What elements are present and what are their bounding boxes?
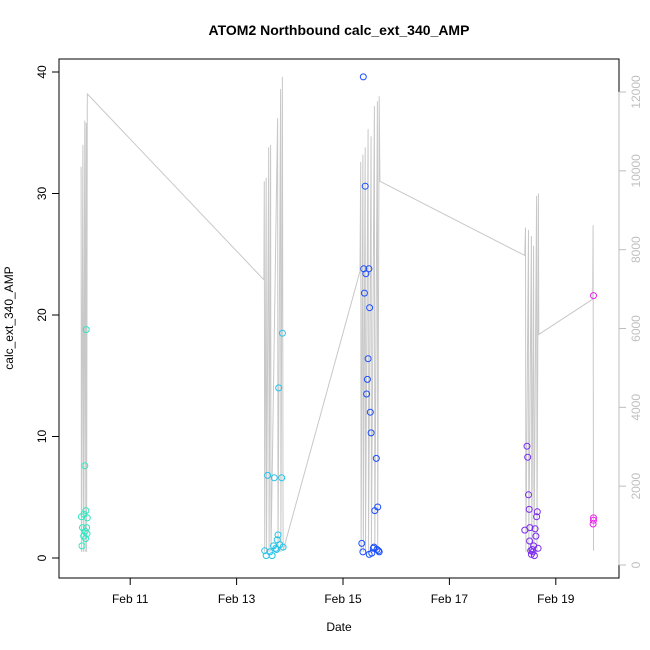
data-point (375, 548, 383, 556)
data-point (363, 375, 371, 383)
chart-title: ATOM2 Northbound calc_ext_340_AMP (209, 22, 470, 38)
points-layer (77, 73, 597, 560)
data-point (278, 474, 286, 482)
data-point (532, 532, 540, 540)
data-point (268, 552, 276, 560)
data-point (533, 508, 541, 516)
x-tick-label: Feb 15 (324, 592, 362, 606)
y-tick-label: 40 (35, 65, 49, 79)
axes-layer: 0 10 20 30 40 0 2000 4000 6000 8000 10000 12000 Feb … (35, 58, 643, 606)
data-point (366, 408, 374, 416)
data-point (364, 355, 372, 363)
data-point (261, 547, 269, 555)
data-point (590, 292, 597, 300)
data-point (270, 474, 278, 482)
data-point (81, 462, 89, 470)
data-point (275, 384, 283, 392)
data-point (363, 390, 371, 398)
y-tick-label: 10 (35, 430, 49, 444)
plot-frame (58, 58, 620, 579)
data-point (530, 542, 538, 550)
x-tick-label: Feb 19 (537, 592, 575, 606)
data-point (264, 471, 272, 479)
y2-tick-label: 6000 (629, 315, 643, 342)
x-tick-label: Feb 11 (112, 592, 149, 606)
y-tick-label: 0 (35, 554, 49, 561)
data-point (78, 542, 86, 550)
data-point (374, 503, 382, 511)
data-point (531, 525, 539, 533)
data-point (372, 454, 380, 462)
y2-tick-label: 0 (629, 561, 643, 568)
data-point (361, 182, 369, 190)
data-point (82, 507, 90, 515)
data-point (266, 548, 274, 556)
data-point (373, 546, 381, 553)
data-point (530, 552, 538, 560)
x-tick-label: Feb 13 (218, 592, 256, 606)
data-point (525, 491, 532, 499)
data-point (272, 544, 280, 552)
y2-tick-label: 8000 (629, 236, 643, 263)
y-tick-label: 20 (35, 308, 49, 322)
data-point (279, 543, 287, 551)
data-point (360, 289, 368, 297)
data-point (367, 429, 375, 437)
data-point (278, 329, 286, 337)
data-point (366, 304, 374, 312)
data-point (358, 539, 366, 547)
data-point (83, 514, 91, 522)
data-point (273, 546, 280, 553)
y-axis-label: calc_ext_340_AMP (2, 266, 16, 369)
data-point (523, 442, 531, 450)
data-point (524, 453, 532, 461)
y-tick-label: 30 (35, 187, 49, 201)
data-point (526, 524, 534, 532)
line-layer (80, 76, 594, 552)
y2-tick-label: 12000 (629, 75, 643, 109)
data-point (82, 326, 90, 334)
data-point (365, 550, 373, 558)
y2-tick-label: 10000 (629, 154, 643, 188)
data-point (589, 520, 597, 528)
y2-tick-label: 4000 (629, 394, 643, 421)
data-point (83, 530, 91, 538)
data-point (359, 73, 367, 81)
data-point (82, 535, 89, 543)
data-point (375, 547, 382, 555)
data-point (359, 548, 367, 556)
data-point (365, 265, 373, 273)
data-point (274, 531, 282, 539)
data-point (528, 546, 536, 553)
data-point (526, 537, 534, 545)
x-tick-label: Feb 17 (431, 592, 469, 606)
y2-tick-label: 2000 (629, 472, 643, 499)
x-axis-label: Date (326, 620, 352, 634)
data-point (590, 516, 597, 524)
data-point (533, 513, 541, 521)
data-point (525, 505, 533, 513)
series-line (80, 76, 594, 552)
data-point (362, 270, 370, 278)
